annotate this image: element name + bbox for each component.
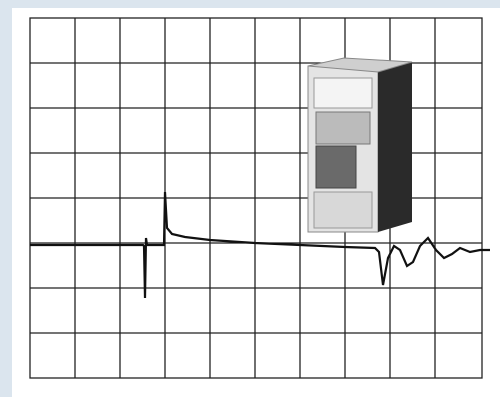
spring-area (315, 111, 371, 145)
contactor-side (378, 62, 412, 232)
contactor-photo (307, 57, 413, 233)
waveform (30, 191, 490, 299)
terminal-block (313, 77, 373, 109)
contactor-top (307, 57, 413, 73)
terminal-block-bottom (313, 191, 373, 229)
panel (12, 8, 500, 397)
aux-block (315, 145, 357, 189)
